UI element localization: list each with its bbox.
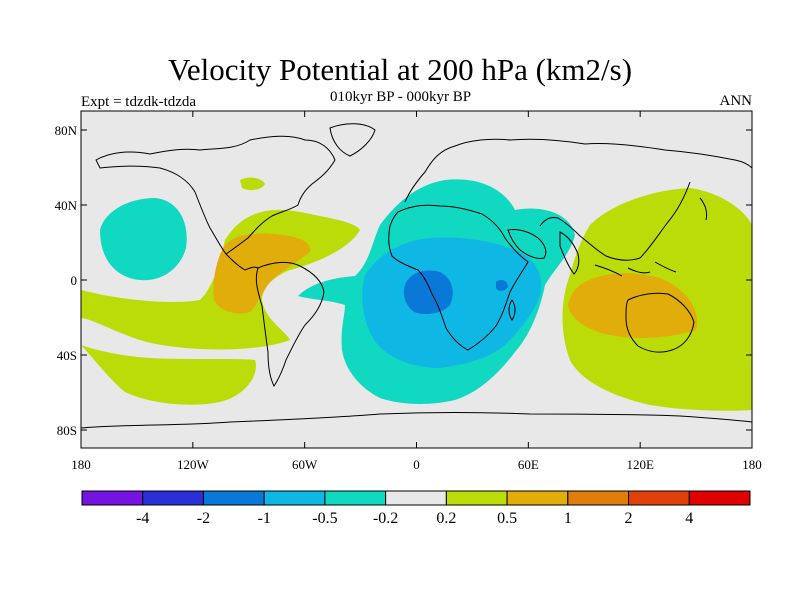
colorbar-swatch bbox=[202, 490, 265, 506]
contour-region-east-africa-core bbox=[496, 279, 508, 291]
colorbar-swatch bbox=[324, 490, 387, 506]
axis-layer: 180 120W 60W 0 60E 120E 180 80N 40N 0 40S 80S bbox=[55, 111, 762, 472]
x-tick-label: 180 bbox=[742, 457, 762, 472]
coastline-japan bbox=[699, 197, 708, 221]
colorbar-swatch bbox=[688, 490, 751, 506]
coastline-indonesia bbox=[594, 261, 677, 277]
colorbar-swatch bbox=[263, 490, 326, 506]
contour-region-africa-core bbox=[403, 270, 453, 314]
x-tick-label: 60E bbox=[518, 457, 539, 472]
coastline-greenland bbox=[329, 123, 376, 157]
coastline-australia bbox=[625, 292, 695, 353]
contour-region-south-pacific-positive bbox=[81, 345, 256, 405]
coastline-south-america bbox=[255, 261, 325, 387]
colorbar: -4 -2 -1 -0.5 -0.2 0.2 0.5 1 2 4 bbox=[81, 490, 751, 527]
colorbar-swatch bbox=[142, 490, 204, 506]
x-tick-label: 180 bbox=[71, 457, 91, 472]
coastlines bbox=[81, 123, 752, 429]
coastline-madagascar bbox=[508, 299, 516, 321]
coastline-europe-asia bbox=[404, 138, 752, 261]
contour-region-central-america-strong bbox=[213, 233, 311, 314]
contour-region-alaska-positive bbox=[240, 177, 265, 191]
colorbar-swatch bbox=[81, 490, 144, 506]
colorbar-swatch bbox=[445, 490, 508, 506]
chart-subtitle: 010kyr BP - 000kyr BP bbox=[330, 89, 472, 105]
y-tick-label: 40N bbox=[55, 198, 78, 213]
contour-region-west-pacific-strong bbox=[568, 273, 698, 338]
colorbar-level-label: -4 bbox=[136, 510, 149, 527]
contour-field bbox=[81, 177, 752, 411]
chart-title: Velocity Potential at 200 hPa (km2/s) bbox=[167, 52, 633, 87]
coastline-arabia bbox=[507, 229, 547, 259]
y-tick-label: 80S bbox=[57, 423, 77, 438]
coastline-india bbox=[559, 231, 580, 275]
y-tick-label: 0 bbox=[71, 273, 78, 288]
colorbar-level-label: 1 bbox=[564, 510, 572, 527]
experiment-label: Expt = tdzdk-tdzda bbox=[81, 94, 197, 110]
colorbar-swatch bbox=[628, 490, 690, 506]
season-label: ANN bbox=[719, 93, 753, 109]
colorbar-level-label: -2 bbox=[197, 510, 210, 527]
colorbar-level-label: 0.2 bbox=[436, 510, 456, 527]
colorbar-level-label: 2 bbox=[625, 510, 633, 527]
x-tick-label: 120W bbox=[177, 457, 210, 472]
colorbar-level-label: -1 bbox=[258, 510, 271, 527]
x-tick-label: 120E bbox=[626, 457, 654, 472]
contour-region-north-pacific-negative bbox=[100, 198, 187, 281]
coastline-north-america bbox=[95, 135, 336, 255]
x-tick-label: 60W bbox=[292, 457, 318, 472]
colorbar-level-label: 4 bbox=[685, 510, 693, 527]
colorbar-swatch bbox=[385, 490, 447, 506]
colorbar-swatch bbox=[567, 490, 630, 506]
coastline-antarctica bbox=[81, 412, 752, 429]
colorbar-swatch bbox=[506, 490, 569, 506]
x-tick-label: 0 bbox=[413, 457, 420, 472]
colorbar-level-label: -0.5 bbox=[312, 510, 337, 527]
y-tick-label: 40S bbox=[57, 348, 77, 363]
contour-region-africa-stronger bbox=[362, 237, 542, 368]
colorbar-level-label: -0.2 bbox=[373, 510, 398, 527]
coastline-africa bbox=[388, 204, 529, 351]
colorbar-level-label: 0.5 bbox=[497, 510, 517, 527]
y-tick-label: 80N bbox=[55, 123, 78, 138]
coastline-central-america bbox=[225, 253, 259, 271]
